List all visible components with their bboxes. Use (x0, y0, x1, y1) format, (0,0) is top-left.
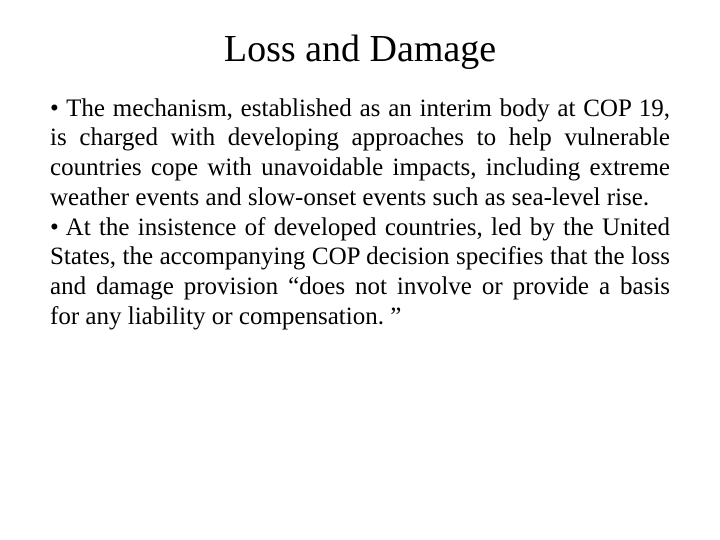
bullet-marker: • (50, 95, 59, 122)
bullet-item: • At the insistence of developed countri… (50, 213, 670, 332)
bullet-item: • The mechanism, established as an inter… (50, 94, 670, 213)
slide-body: • The mechanism, established as an inter… (50, 94, 670, 332)
bullet-text: At the insistence of developed countries… (50, 214, 670, 330)
bullet-text: The mechanism, established as an interim… (50, 95, 670, 211)
slide: Loss and Damage • The mechanism, establi… (0, 0, 720, 540)
bullet-marker: • (50, 214, 59, 241)
slide-title: Loss and Damage (50, 28, 670, 72)
